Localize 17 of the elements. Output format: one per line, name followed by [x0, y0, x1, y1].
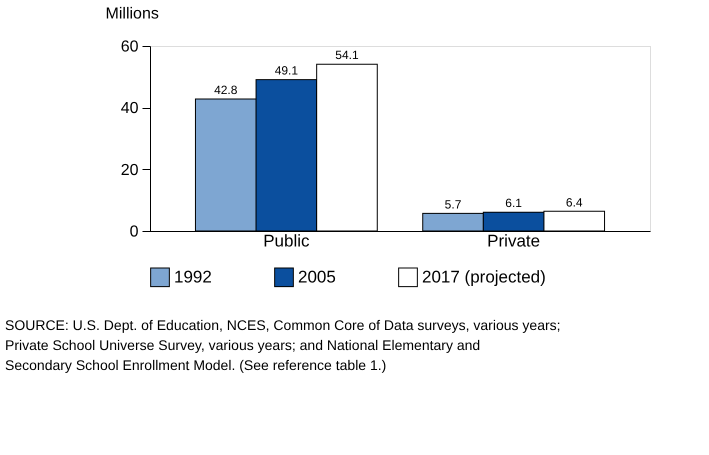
x-tick-label: Public — [263, 232, 310, 250]
y-axis-title: Millions — [106, 6, 159, 22]
source-note: SOURCE: U.S. Dept. of Education, NCES, Common Core of Data surveys, various years; Private School Universe Survey, various years; and National Elementary and Secondary School Enrollment Model. (See reference table 1.) — [5, 317, 561, 373]
legend-label: 2017 (projected) — [422, 267, 546, 286]
data-label: 6.4 — [566, 195, 583, 210]
data-label: 6.1 — [505, 196, 522, 210]
data-label: 54.1 — [335, 48, 359, 62]
data-label: 42.8 — [214, 83, 238, 98]
y-tick-label: 60 — [120, 38, 139, 56]
data-label: 49.1 — [274, 64, 298, 78]
legend-label: 2005 — [298, 267, 336, 286]
x-tick-label: Private — [487, 232, 540, 250]
data-label: 5.7 — [444, 197, 462, 212]
legend-label: 1992 — [174, 267, 212, 286]
y-tick-label: 40 — [120, 100, 139, 118]
y-tick-label: 20 — [120, 162, 139, 179]
y-tick-label: 0 — [130, 224, 139, 240]
